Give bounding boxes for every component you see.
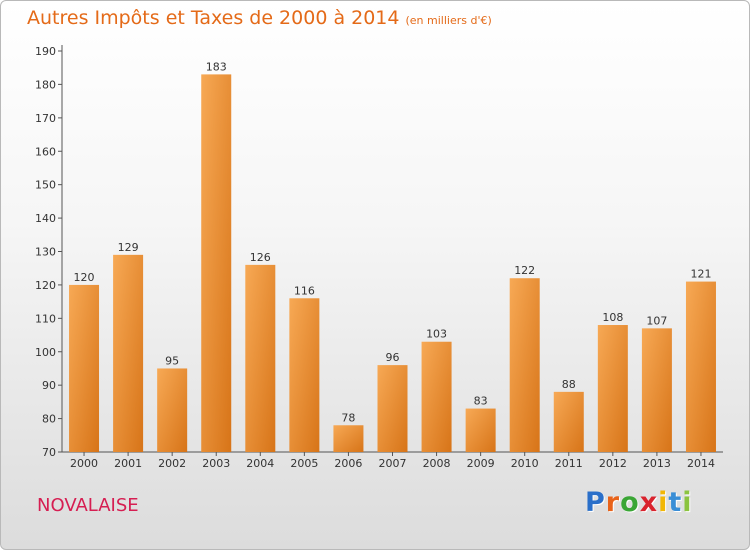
value-label-2004: 126 bbox=[250, 251, 271, 264]
value-label-2003: 183 bbox=[206, 60, 227, 73]
value-label-2005: 116 bbox=[294, 284, 315, 297]
y-tick-label: 120 bbox=[35, 279, 56, 292]
logo-letter: t bbox=[668, 487, 683, 518]
bar-2013 bbox=[641, 328, 672, 452]
y-tick-label: 130 bbox=[35, 246, 56, 259]
logo-letter: o bbox=[620, 487, 640, 518]
bar-2001 bbox=[113, 254, 144, 452]
x-tick-label-2012: 2012 bbox=[599, 457, 627, 470]
bar-2011 bbox=[553, 391, 584, 452]
y-tick-label: 140 bbox=[35, 212, 56, 225]
value-label-2001: 129 bbox=[118, 241, 139, 254]
value-label-2013: 107 bbox=[646, 314, 667, 327]
bar-2014 bbox=[685, 281, 716, 452]
logo-letter: i bbox=[682, 487, 693, 518]
x-tick-label-2009: 2009 bbox=[467, 457, 495, 470]
bar-2012 bbox=[597, 325, 628, 452]
chart-title: Autres Impôts et Taxes de 2000 à 2014 (en… bbox=[27, 7, 492, 29]
y-tick-label: 100 bbox=[35, 346, 56, 359]
value-label-2014: 121 bbox=[690, 268, 711, 281]
chart-unit: (en milliers d'€) bbox=[405, 14, 492, 27]
value-label-2012: 108 bbox=[602, 311, 623, 324]
bar-2007 bbox=[377, 365, 408, 452]
bar-2002 bbox=[157, 368, 188, 452]
y-tick-label: 70 bbox=[42, 446, 56, 459]
x-tick-label-2006: 2006 bbox=[334, 457, 362, 470]
logo-letter: i bbox=[658, 487, 669, 518]
value-label-2000: 120 bbox=[74, 271, 95, 284]
logo-letter: r bbox=[605, 487, 621, 518]
bar-2009 bbox=[465, 408, 496, 452]
y-tick-label: 110 bbox=[35, 312, 56, 325]
value-label-2008: 103 bbox=[426, 328, 447, 341]
x-tick-label-2001: 2001 bbox=[114, 457, 142, 470]
x-tick-label-2008: 2008 bbox=[423, 457, 451, 470]
y-tick-label: 90 bbox=[42, 379, 56, 392]
y-tick-label: 170 bbox=[35, 112, 56, 125]
y-tick-label: 80 bbox=[42, 413, 56, 426]
x-tick-label-2000: 2000 bbox=[70, 457, 98, 470]
value-label-2007: 96 bbox=[386, 351, 400, 364]
place-name: NOVALAISE bbox=[37, 495, 139, 516]
chart-title-text: Autres Impôts et Taxes de 2000 à 2014 bbox=[27, 7, 400, 29]
x-tick-label-2003: 2003 bbox=[202, 457, 230, 470]
bar-layer bbox=[69, 74, 716, 453]
y-tick-label: 150 bbox=[35, 179, 56, 192]
value-label-2006: 78 bbox=[341, 411, 355, 424]
y-tick-label: 160 bbox=[35, 145, 56, 158]
value-label-2009: 83 bbox=[474, 395, 488, 408]
value-label-2010: 122 bbox=[514, 264, 535, 277]
label-layer: 120 2000 129 2001 95 2002 183 2003 126 2004 116 200… bbox=[70, 60, 715, 470]
bar-2003 bbox=[201, 74, 232, 453]
bar-2005 bbox=[289, 298, 320, 452]
y-tick-label: 190 bbox=[35, 45, 56, 58]
x-tick-label-2014: 2014 bbox=[687, 457, 715, 470]
bar-2008 bbox=[421, 341, 452, 452]
value-label-2011: 88 bbox=[562, 378, 576, 391]
proxiti-logo: Proxiti bbox=[585, 487, 693, 518]
x-tick-label-2011: 2011 bbox=[555, 457, 583, 470]
x-tick-label-2005: 2005 bbox=[290, 457, 318, 470]
logo-letter: P bbox=[585, 487, 606, 518]
x-tick-label-2004: 2004 bbox=[246, 457, 274, 470]
bar-2006 bbox=[333, 425, 364, 452]
logo-letter: x bbox=[639, 487, 659, 518]
x-tick-label-2007: 2007 bbox=[379, 457, 407, 470]
bar-2010 bbox=[509, 278, 540, 452]
x-tick-label-2002: 2002 bbox=[158, 457, 186, 470]
y-tick-label: 180 bbox=[35, 78, 56, 91]
value-label-2002: 95 bbox=[165, 354, 179, 367]
bar-2000 bbox=[69, 284, 100, 452]
bar-2004 bbox=[245, 264, 276, 452]
x-tick-label-2013: 2013 bbox=[643, 457, 671, 470]
x-tick-label-2010: 2010 bbox=[511, 457, 539, 470]
